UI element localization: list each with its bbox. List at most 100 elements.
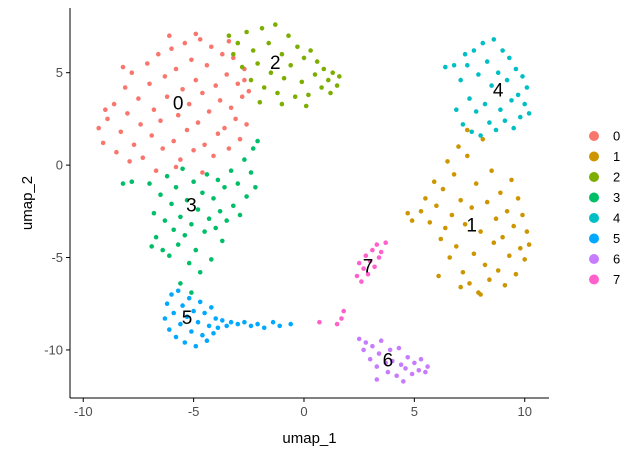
data-point: [140, 155, 146, 160]
data-point: [193, 31, 199, 37]
data-point: [169, 201, 174, 207]
data-point: [449, 212, 455, 218]
cluster-label-2: 2: [270, 53, 281, 74]
data-point: [465, 153, 470, 159]
data-point: [456, 144, 461, 149]
data-point: [409, 371, 415, 377]
y-tick-label: 5: [56, 65, 63, 80]
data-point: [158, 118, 163, 123]
data-point: [197, 37, 203, 42]
legend-key: [589, 213, 599, 223]
data-point: [244, 29, 249, 35]
data-point: [498, 190, 503, 196]
data-point: [235, 181, 241, 186]
data-point: [160, 247, 165, 253]
data-point: [469, 129, 475, 135]
data-point: [405, 210, 411, 216]
data-point: [178, 321, 183, 327]
data-point: [197, 299, 203, 305]
data-point: [162, 74, 168, 79]
data-point: [189, 57, 194, 63]
data-point: [160, 146, 165, 151]
data-point: [356, 260, 362, 266]
data-point: [484, 59, 490, 64]
data-point: [178, 214, 183, 220]
data-point: [279, 101, 285, 107]
data-point: [507, 253, 512, 258]
data-point: [235, 81, 241, 87]
data-point: [111, 101, 117, 107]
data-point: [180, 87, 185, 92]
data-point: [211, 153, 216, 159]
data-point: [202, 142, 207, 148]
legend-label: 7: [613, 272, 620, 287]
legend-key: [589, 233, 599, 244]
data-point: [303, 103, 309, 109]
data-point: [500, 48, 505, 53]
data-point: [175, 242, 181, 247]
data-point: [200, 170, 205, 175]
data-point: [275, 90, 280, 96]
data-point: [266, 40, 272, 46]
legend-label: 2: [613, 170, 620, 185]
data-point: [524, 85, 530, 90]
data-point: [206, 109, 212, 114]
data-point: [460, 122, 466, 127]
data-point: [217, 209, 223, 214]
data-point: [164, 173, 170, 179]
cluster-7-points: [317, 240, 389, 327]
data-point: [184, 314, 190, 320]
data-point: [125, 111, 130, 116]
data-point: [460, 270, 466, 275]
data-point: [423, 196, 428, 201]
data-point: [378, 249, 384, 255]
data-point: [231, 203, 236, 209]
points-layer: [96, 22, 532, 384]
data-point: [520, 212, 525, 218]
data-point: [341, 308, 347, 314]
data-point: [151, 210, 157, 216]
data-point: [122, 85, 128, 90]
data-point: [454, 244, 459, 249]
data-point: [186, 101, 192, 107]
data-point: [385, 369, 391, 375]
data-point: [151, 107, 157, 112]
cluster-5-points: [162, 288, 294, 349]
data-point: [418, 356, 424, 362]
data-point: [515, 196, 521, 201]
data-point: [423, 369, 428, 375]
data-point: [255, 138, 260, 144]
data-point: [511, 125, 516, 131]
data-point: [370, 343, 375, 349]
data-point: [189, 290, 194, 295]
data-point: [502, 283, 508, 288]
data-point: [277, 323, 283, 329]
data-point: [202, 229, 207, 234]
data-point: [200, 90, 205, 96]
data-point: [175, 288, 181, 294]
data-point: [114, 149, 119, 155]
data-point: [279, 51, 285, 57]
data-point: [319, 85, 324, 90]
data-point: [270, 319, 276, 325]
data-point: [224, 72, 229, 77]
data-point: [458, 77, 464, 83]
data-point: [396, 345, 402, 351]
data-point: [511, 223, 516, 229]
data-point: [147, 181, 152, 186]
data-point: [173, 66, 179, 72]
data-point: [394, 373, 400, 379]
data-point: [288, 321, 294, 327]
data-point: [149, 244, 154, 249]
data-point: [484, 199, 490, 205]
legend-item-2: 2: [589, 170, 620, 185]
data-point: [231, 55, 236, 61]
data-point: [226, 33, 232, 38]
data-point: [445, 159, 450, 164]
data-point: [162, 218, 168, 223]
data-point: [334, 321, 340, 327]
data-point: [226, 39, 232, 44]
data-point: [454, 107, 459, 112]
data-point: [120, 64, 126, 70]
